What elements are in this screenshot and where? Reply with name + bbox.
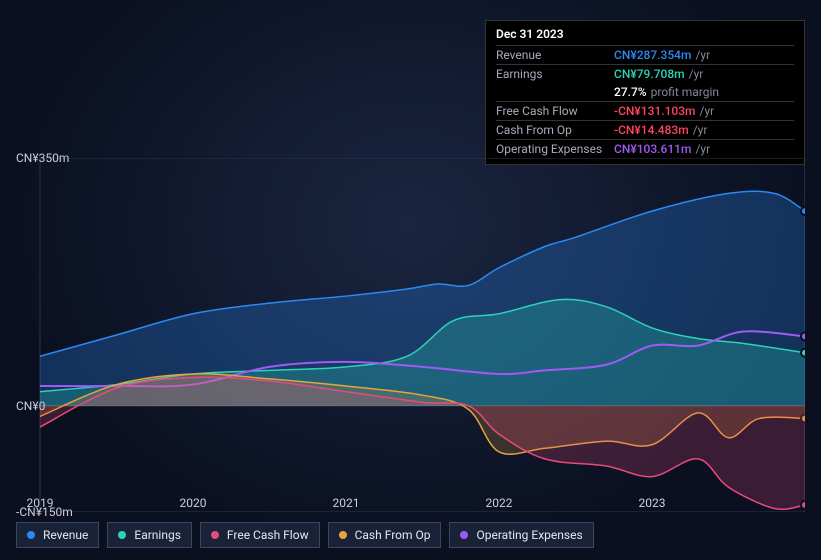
legend-item[interactable]: Cash From Op [328, 522, 442, 548]
legend-label: Cash From Op [355, 528, 431, 542]
tooltip-row-value: -CN¥14.483m [614, 123, 689, 137]
chart-legend: Revenue Earnings Free Cash Flow Cash From O… [16, 522, 594, 548]
chart-svg [16, 158, 805, 512]
x-tick-label: 2020 [180, 496, 207, 510]
tooltip-rows: RevenueCN¥287.354m/yrEarningsCN¥79.708m/… [496, 45, 794, 158]
y-tick-label: CN¥350m [16, 151, 69, 165]
legend-label: Revenue [43, 528, 88, 542]
tooltip-row-label: Earnings [496, 67, 614, 81]
tooltip-row-label: Operating Expenses [496, 142, 614, 156]
tooltip-row-unit: /yr [700, 104, 715, 118]
legend-label: Earnings [134, 528, 181, 542]
tooltip-row-value: -CN¥131.103m [614, 104, 696, 118]
legend-item[interactable]: Free Cash Flow [200, 522, 320, 548]
tooltip-row: EarningsCN¥79.708m/yr [496, 64, 794, 83]
tooltip-row-label [496, 85, 614, 99]
legend-item[interactable]: Revenue [16, 522, 99, 548]
tooltip-row: Cash From Op-CN¥14.483m/yr [496, 120, 794, 139]
legend-swatch [118, 531, 126, 539]
legend-label: Operating Expenses [476, 528, 582, 542]
tooltip-row-unit: /yr [693, 123, 708, 137]
tooltip-row-unit: /yr [695, 142, 710, 156]
x-axis-ticks: 2019 2020 2021 2022 2023 [16, 492, 805, 512]
y-tick-label: CN¥0 [16, 399, 45, 413]
legend-swatch [27, 531, 35, 539]
tooltip-row-value: CN¥79.708m [614, 67, 685, 81]
legend-swatch [460, 531, 468, 539]
legend-swatch [211, 531, 219, 539]
legend-swatch [339, 531, 347, 539]
legend-label: Free Cash Flow [227, 528, 309, 542]
tooltip-row-value: CN¥287.354m [614, 48, 691, 62]
tooltip-row-unit: profit margin [651, 85, 719, 99]
tooltip-row: Operating ExpensesCN¥103.611m/yr [496, 139, 794, 158]
x-tick-label: 2023 [639, 496, 666, 510]
tooltip-row-label: Free Cash Flow [496, 104, 614, 118]
tooltip-row: RevenueCN¥287.354m/yr [496, 45, 794, 64]
tooltip-panel: Dec 31 2023 RevenueCN¥287.354m/yrEarning… [485, 20, 805, 165]
x-tick-label: 2022 [486, 496, 513, 510]
x-tick-label: 2019 [27, 496, 54, 510]
x-tick-label: 2021 [333, 496, 360, 510]
tooltip-row-value: CN¥103.611m [614, 142, 691, 156]
tooltip-date: Dec 31 2023 [496, 27, 794, 45]
chart-area[interactable]: CN¥350mCN¥0-CN¥150m [16, 158, 805, 512]
tooltip-row-label: Revenue [496, 48, 614, 62]
tooltip-row-value: 27.7% [614, 85, 647, 99]
tooltip-row: 27.7% profit margin [496, 83, 794, 101]
legend-item[interactable]: Operating Expenses [449, 522, 593, 548]
tooltip-row-unit: /yr [695, 48, 710, 62]
tooltip-row-label: Cash From Op [496, 123, 614, 137]
legend-item[interactable]: Earnings [107, 522, 192, 548]
tooltip-row: Free Cash Flow-CN¥131.103m/yr [496, 101, 794, 120]
tooltip-row-unit: /yr [689, 67, 704, 81]
